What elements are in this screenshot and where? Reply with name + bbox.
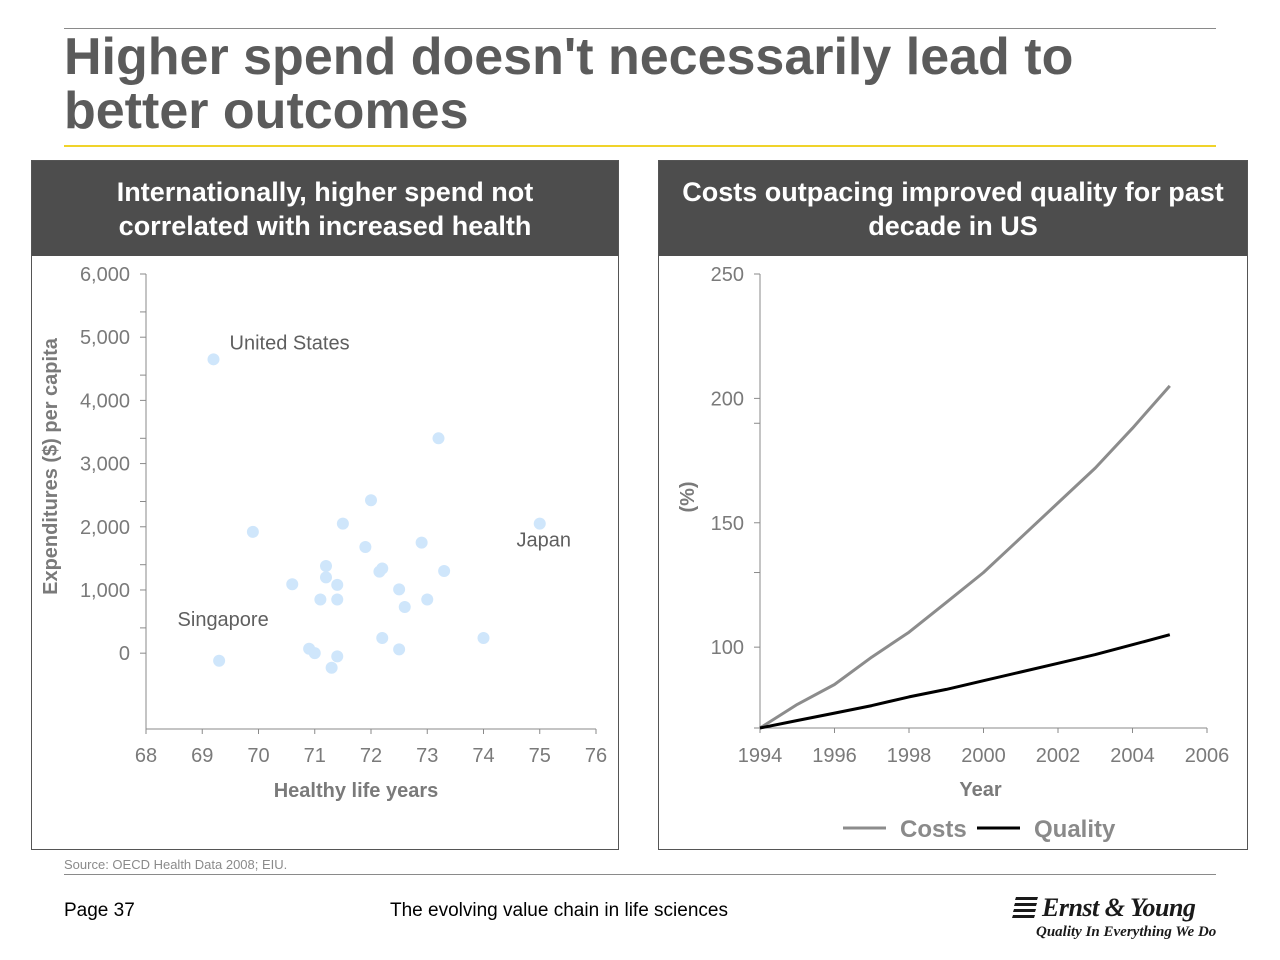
x-tick-label: 76 — [585, 745, 607, 767]
data-point-label: United States — [230, 332, 350, 354]
data-point — [331, 578, 344, 591]
x-tick-label: 69 — [191, 745, 213, 767]
data-point — [415, 536, 428, 549]
x-tick-label: 2004 — [1110, 745, 1155, 767]
source-note: Source: OECD Health Data 2008; EIU. — [64, 857, 288, 872]
scatter-chart: 0 1,000 2,000 3,000 4,000 5,000 6,000 68 69 70 71 7… — [40, 264, 607, 802]
x-tick-label: 1998 — [887, 745, 932, 767]
line-panel: Costs outpacing improved quality for pas… — [658, 160, 1248, 850]
x-axis-title: Year — [959, 779, 1001, 801]
data-point — [336, 517, 349, 530]
logo-wordmark: Ernst & Young — [1042, 893, 1196, 922]
y-tick-label: 0 — [119, 643, 130, 665]
line-panel-header: Costs outpacing improved quality for pas… — [659, 161, 1247, 256]
legend-label-costs: Costs — [900, 816, 967, 843]
x-tick-label: 1994 — [738, 745, 783, 767]
data-point — [373, 565, 386, 578]
logo-bars-icon — [1012, 897, 1038, 918]
title-accent-rule — [64, 145, 1216, 147]
data-point — [533, 517, 546, 530]
x-tick-label: 2002 — [1036, 745, 1081, 767]
x-tick-label: 74 — [472, 745, 494, 767]
y-tick-label: 150 — [711, 513, 744, 535]
x-tick-label: 75 — [529, 745, 551, 767]
data-point — [308, 647, 321, 660]
data-point — [365, 494, 377, 507]
x-tick-label: 1996 — [812, 745, 857, 767]
document-title: The evolving value chain in life science… — [390, 900, 728, 921]
footer-rule — [64, 874, 1216, 875]
data-point — [376, 632, 389, 644]
x-tick-label: 70 — [247, 745, 269, 767]
page-number: Page 37 — [64, 900, 135, 921]
x-axis-title: Healthy life years — [274, 780, 439, 802]
data-point — [477, 632, 490, 644]
y-tick-label: 2,000 — [80, 517, 130, 539]
data-point — [432, 432, 445, 445]
y-tick-label: 100 — [711, 637, 744, 659]
x-tick-label: 71 — [304, 745, 326, 767]
y-tick-label: 250 — [711, 264, 744, 286]
scatter-panel-header: Internationally, higher spend not correl… — [32, 161, 618, 256]
logo-tagline: Quality In Everything We Do — [1036, 924, 1217, 940]
y-tick-label: 200 — [711, 388, 744, 410]
y-tick-label: 3,000 — [80, 454, 130, 476]
x-tick-label: 2006 — [1185, 745, 1230, 767]
data-point — [393, 643, 406, 656]
data-point — [286, 578, 299, 591]
ernst-young-logo: Ernst & Young Quality In Everything We D… — [1012, 893, 1222, 943]
y-axis-title: (%) — [677, 481, 699, 512]
data-point — [207, 353, 220, 366]
data-point-label: Singapore — [178, 609, 269, 631]
data-point — [246, 525, 259, 538]
data-point — [331, 593, 344, 606]
x-tick-label: 68 — [135, 745, 157, 767]
top-rule — [64, 28, 1216, 29]
y-tick-label: 6,000 — [80, 264, 130, 286]
series-line-costs — [759, 384, 1171, 730]
data-point — [359, 541, 372, 553]
scatter-panel: Internationally, higher spend not correl… — [31, 160, 619, 850]
data-point — [325, 661, 338, 674]
data-point — [421, 593, 434, 606]
data-point — [438, 565, 451, 578]
data-point — [314, 593, 327, 606]
y-tick-label: 1,000 — [80, 580, 130, 602]
data-point — [393, 583, 406, 596]
y-tick-label: 4,000 — [80, 390, 130, 412]
data-point — [320, 571, 332, 584]
page-title: Higher spend doesn't necessarily lead to… — [64, 28, 1074, 140]
data-point — [213, 654, 226, 667]
data-point — [320, 559, 332, 572]
data-point-label: Japan — [517, 530, 572, 552]
legend-label-quality: Quality — [1034, 816, 1116, 843]
data-point — [398, 601, 411, 614]
x-tick-label: 73 — [416, 745, 438, 767]
y-tick-label: 5,000 — [80, 327, 130, 349]
y-axis-title: Expenditures ($) per capita — [40, 337, 62, 595]
x-tick-label: 2000 — [961, 745, 1006, 767]
series-line-quality — [759, 633, 1171, 730]
x-tick-label: 72 — [360, 745, 382, 767]
line-chart: 100 150 200 250 1994 1996 1998 2000 2002 2004 2006… — [677, 264, 1230, 843]
data-point — [331, 650, 344, 663]
